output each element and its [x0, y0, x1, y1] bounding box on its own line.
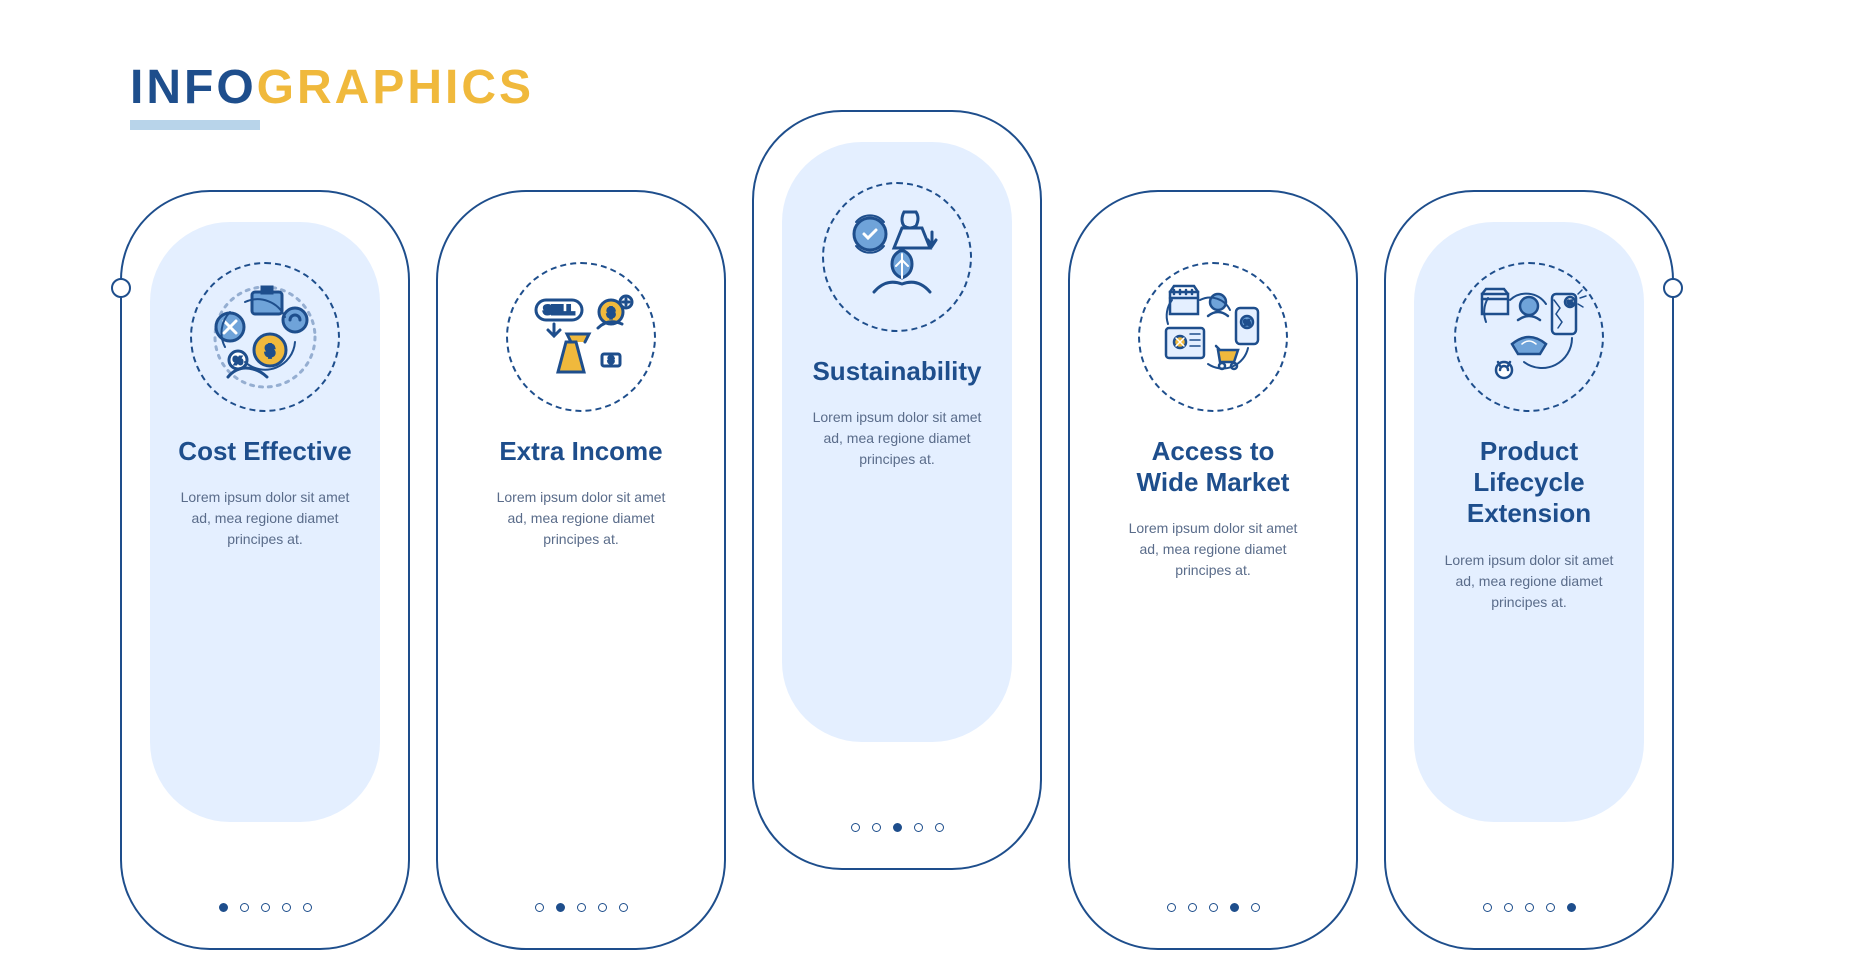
- svg-text:$: $: [266, 343, 275, 360]
- pagination-dot: [1567, 903, 1576, 912]
- svg-text:%: %: [1567, 301, 1573, 307]
- pagination-dots: [122, 903, 408, 912]
- income-icon: SELL $ $: [506, 262, 656, 412]
- pagination-dot: [1546, 903, 1555, 912]
- svg-text:%: %: [234, 356, 243, 367]
- pagination-dot: [851, 823, 860, 832]
- pagination-dot: [261, 903, 270, 912]
- card-inner: % Product Lifecycle Extension Lorem ipsu…: [1414, 222, 1644, 822]
- connector-knob: [1663, 278, 1683, 298]
- card-3: % Access to Wide Market Lorem ipsum dolo…: [1068, 190, 1358, 950]
- lifecycle-icon: %: [1454, 262, 1604, 412]
- card-body: Lorem ipsum dolor sit amet ad, mea regio…: [1120, 518, 1306, 581]
- card-body: Lorem ipsum dolor sit amet ad, mea regio…: [1436, 550, 1622, 613]
- pagination-dot: [872, 823, 881, 832]
- pagination-dot: [240, 903, 249, 912]
- card-title: Product Lifecycle Extension: [1436, 436, 1622, 530]
- pagination-dot: [1525, 903, 1534, 912]
- cost-icon: $%: [190, 262, 340, 412]
- pagination-dot: [577, 903, 586, 912]
- card-4: % Product Lifecycle Extension Lorem ipsu…: [1384, 190, 1674, 950]
- card-inner: $% Cost Effective Lorem ipsum dolor sit …: [150, 222, 380, 822]
- card-body: Lorem ipsum dolor sit amet ad, mea regio…: [172, 487, 358, 550]
- pagination-dot: [598, 903, 607, 912]
- cards-row: $% Cost Effective Lorem ipsum dolor sit …: [120, 110, 1674, 950]
- infographic-title: INFOGRAPHICS: [130, 60, 534, 115]
- connector-knob: [111, 278, 131, 298]
- card-1: SELL $ $ Extra Income Lorem ipsum dolor si…: [436, 190, 726, 950]
- card-title: Extra Income: [499, 436, 662, 467]
- pagination-dots: [1386, 903, 1672, 912]
- pagination-dot: [282, 903, 291, 912]
- title-part2: GRAPHICS: [257, 61, 534, 114]
- card-inner: Sustainability Lorem ipsum dolor sit ame…: [782, 142, 1012, 742]
- pagination-dot: [535, 903, 544, 912]
- pagination-dot: [556, 903, 565, 912]
- pagination-dots: [754, 823, 1040, 832]
- pagination-dot: [619, 903, 628, 912]
- card-inner: SELL $ $ Extra Income Lorem ipsum dolor si…: [466, 222, 696, 822]
- svg-text:SELL: SELL: [544, 303, 575, 317]
- pagination-dot: [1209, 903, 1218, 912]
- pagination-dot: [303, 903, 312, 912]
- card-0: $% Cost Effective Lorem ipsum dolor sit …: [120, 190, 410, 950]
- card-body: Lorem ipsum dolor sit amet ad, mea regio…: [488, 487, 674, 550]
- market-icon: %: [1138, 262, 1288, 412]
- card-title: Access to Wide Market: [1120, 436, 1306, 498]
- card-body: Lorem ipsum dolor sit amet ad, mea regio…: [804, 407, 990, 470]
- card-title: Sustainability: [812, 356, 981, 387]
- title-part1: INFO: [130, 61, 257, 114]
- pagination-dot: [893, 823, 902, 832]
- pagination-dot: [935, 823, 944, 832]
- pagination-dot: [1251, 903, 1260, 912]
- card-title: Cost Effective: [178, 436, 351, 467]
- pagination-dot: [1504, 903, 1513, 912]
- sustain-icon: [822, 182, 972, 332]
- pagination-dot: [1167, 903, 1176, 912]
- pagination-dot: [1483, 903, 1492, 912]
- pagination-dot: [219, 903, 228, 912]
- pagination-dot: [1230, 903, 1239, 912]
- pagination-dot: [1188, 903, 1197, 912]
- card-inner: % Access to Wide Market Lorem ipsum dolo…: [1098, 222, 1328, 822]
- pagination-dots: [1070, 903, 1356, 912]
- svg-text:%: %: [1244, 320, 1250, 327]
- pagination-dots: [438, 903, 724, 912]
- svg-text:$: $: [607, 305, 615, 320]
- svg-text:$: $: [608, 355, 613, 365]
- pagination-dot: [914, 823, 923, 832]
- card-2: Sustainability Lorem ipsum dolor sit ame…: [752, 110, 1042, 870]
